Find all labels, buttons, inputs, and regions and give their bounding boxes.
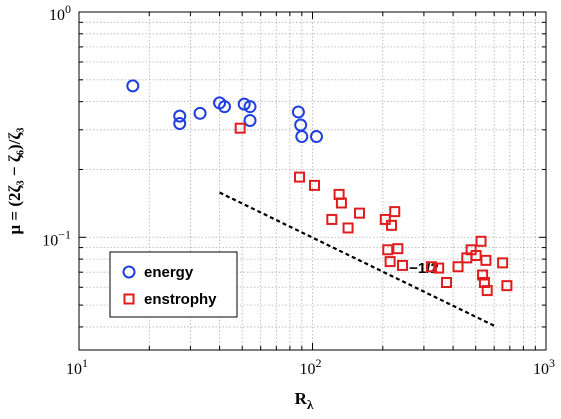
- energy-point: [173, 109, 187, 123]
- enstrophy-point: [480, 254, 492, 266]
- energy-point: [193, 106, 207, 120]
- energy-point: [243, 113, 257, 127]
- energy-point: [243, 100, 257, 114]
- enstrophy-point: [477, 269, 489, 281]
- energy-point: [294, 118, 308, 132]
- legend: energy enstrophy: [109, 251, 238, 318]
- legend-energy-label: energy: [144, 264, 194, 281]
- enstrophy-point: [386, 219, 398, 231]
- svg-text:Rλ: Rλ: [295, 389, 314, 412]
- energy-point: [218, 100, 232, 114]
- enstrophy-point: [497, 257, 509, 269]
- legend-enstrophy-marker: [123, 293, 135, 305]
- enstrophy-point: [389, 206, 401, 218]
- svg-text:μ = (2ζ₃ − ζ₆)/ζ₃: μ = (2ζ₃ − ζ₆)/ζ₃: [5, 128, 24, 235]
- energy-point: [309, 130, 323, 144]
- enstrophy-point: [475, 235, 487, 247]
- enstrophy-point: [234, 122, 246, 134]
- enstrophy-point: [342, 222, 354, 234]
- reference-line-group: −1/2: [219, 191, 495, 327]
- enstrophy-point: [382, 244, 394, 256]
- enstrophy-point: [354, 207, 366, 219]
- enstrophy-point: [326, 213, 338, 225]
- enstrophy-point: [501, 280, 513, 292]
- x-tick-label: 101: [66, 356, 88, 378]
- data-points: [126, 79, 513, 297]
- y-tick-label: 100: [49, 2, 71, 24]
- legend-enstrophy-label: enstrophy: [144, 291, 217, 308]
- enstrophy-point: [397, 259, 409, 271]
- slope-label: −1/2: [409, 260, 439, 277]
- y-axis-label: μ = (2ζ₃ − ζ₆)/ζ₃: [5, 128, 24, 235]
- x-tick-label: 102: [300, 356, 322, 378]
- enstrophy-point: [379, 213, 391, 225]
- enstrophy-point: [294, 171, 306, 183]
- enstrophy-point: [433, 262, 445, 274]
- legend-energy-marker: [122, 265, 136, 279]
- enstrophy-point: [335, 197, 347, 209]
- energy-point: [237, 97, 251, 111]
- enstrophy-point: [309, 179, 321, 191]
- x-tick-label: 103: [533, 356, 555, 378]
- x-axis-label: Rλ: [295, 389, 314, 412]
- axis-ticks: 101 102 103 10−1 100: [42, 2, 555, 378]
- energy-point: [173, 116, 187, 130]
- y-tick-label: 10−1: [42, 227, 71, 249]
- energy-point: [291, 105, 305, 119]
- legend-box: [109, 251, 238, 318]
- energy-point: [295, 130, 309, 144]
- enstrophy-point: [441, 276, 453, 288]
- slope-reference-line: [219, 191, 495, 327]
- energy-point: [126, 79, 140, 93]
- enstrophy-point: [481, 285, 493, 297]
- enstrophy-point: [425, 261, 437, 273]
- enstrophy-point: [392, 243, 404, 255]
- enstrophy-point: [384, 256, 396, 268]
- enstrophy-point: [452, 261, 464, 273]
